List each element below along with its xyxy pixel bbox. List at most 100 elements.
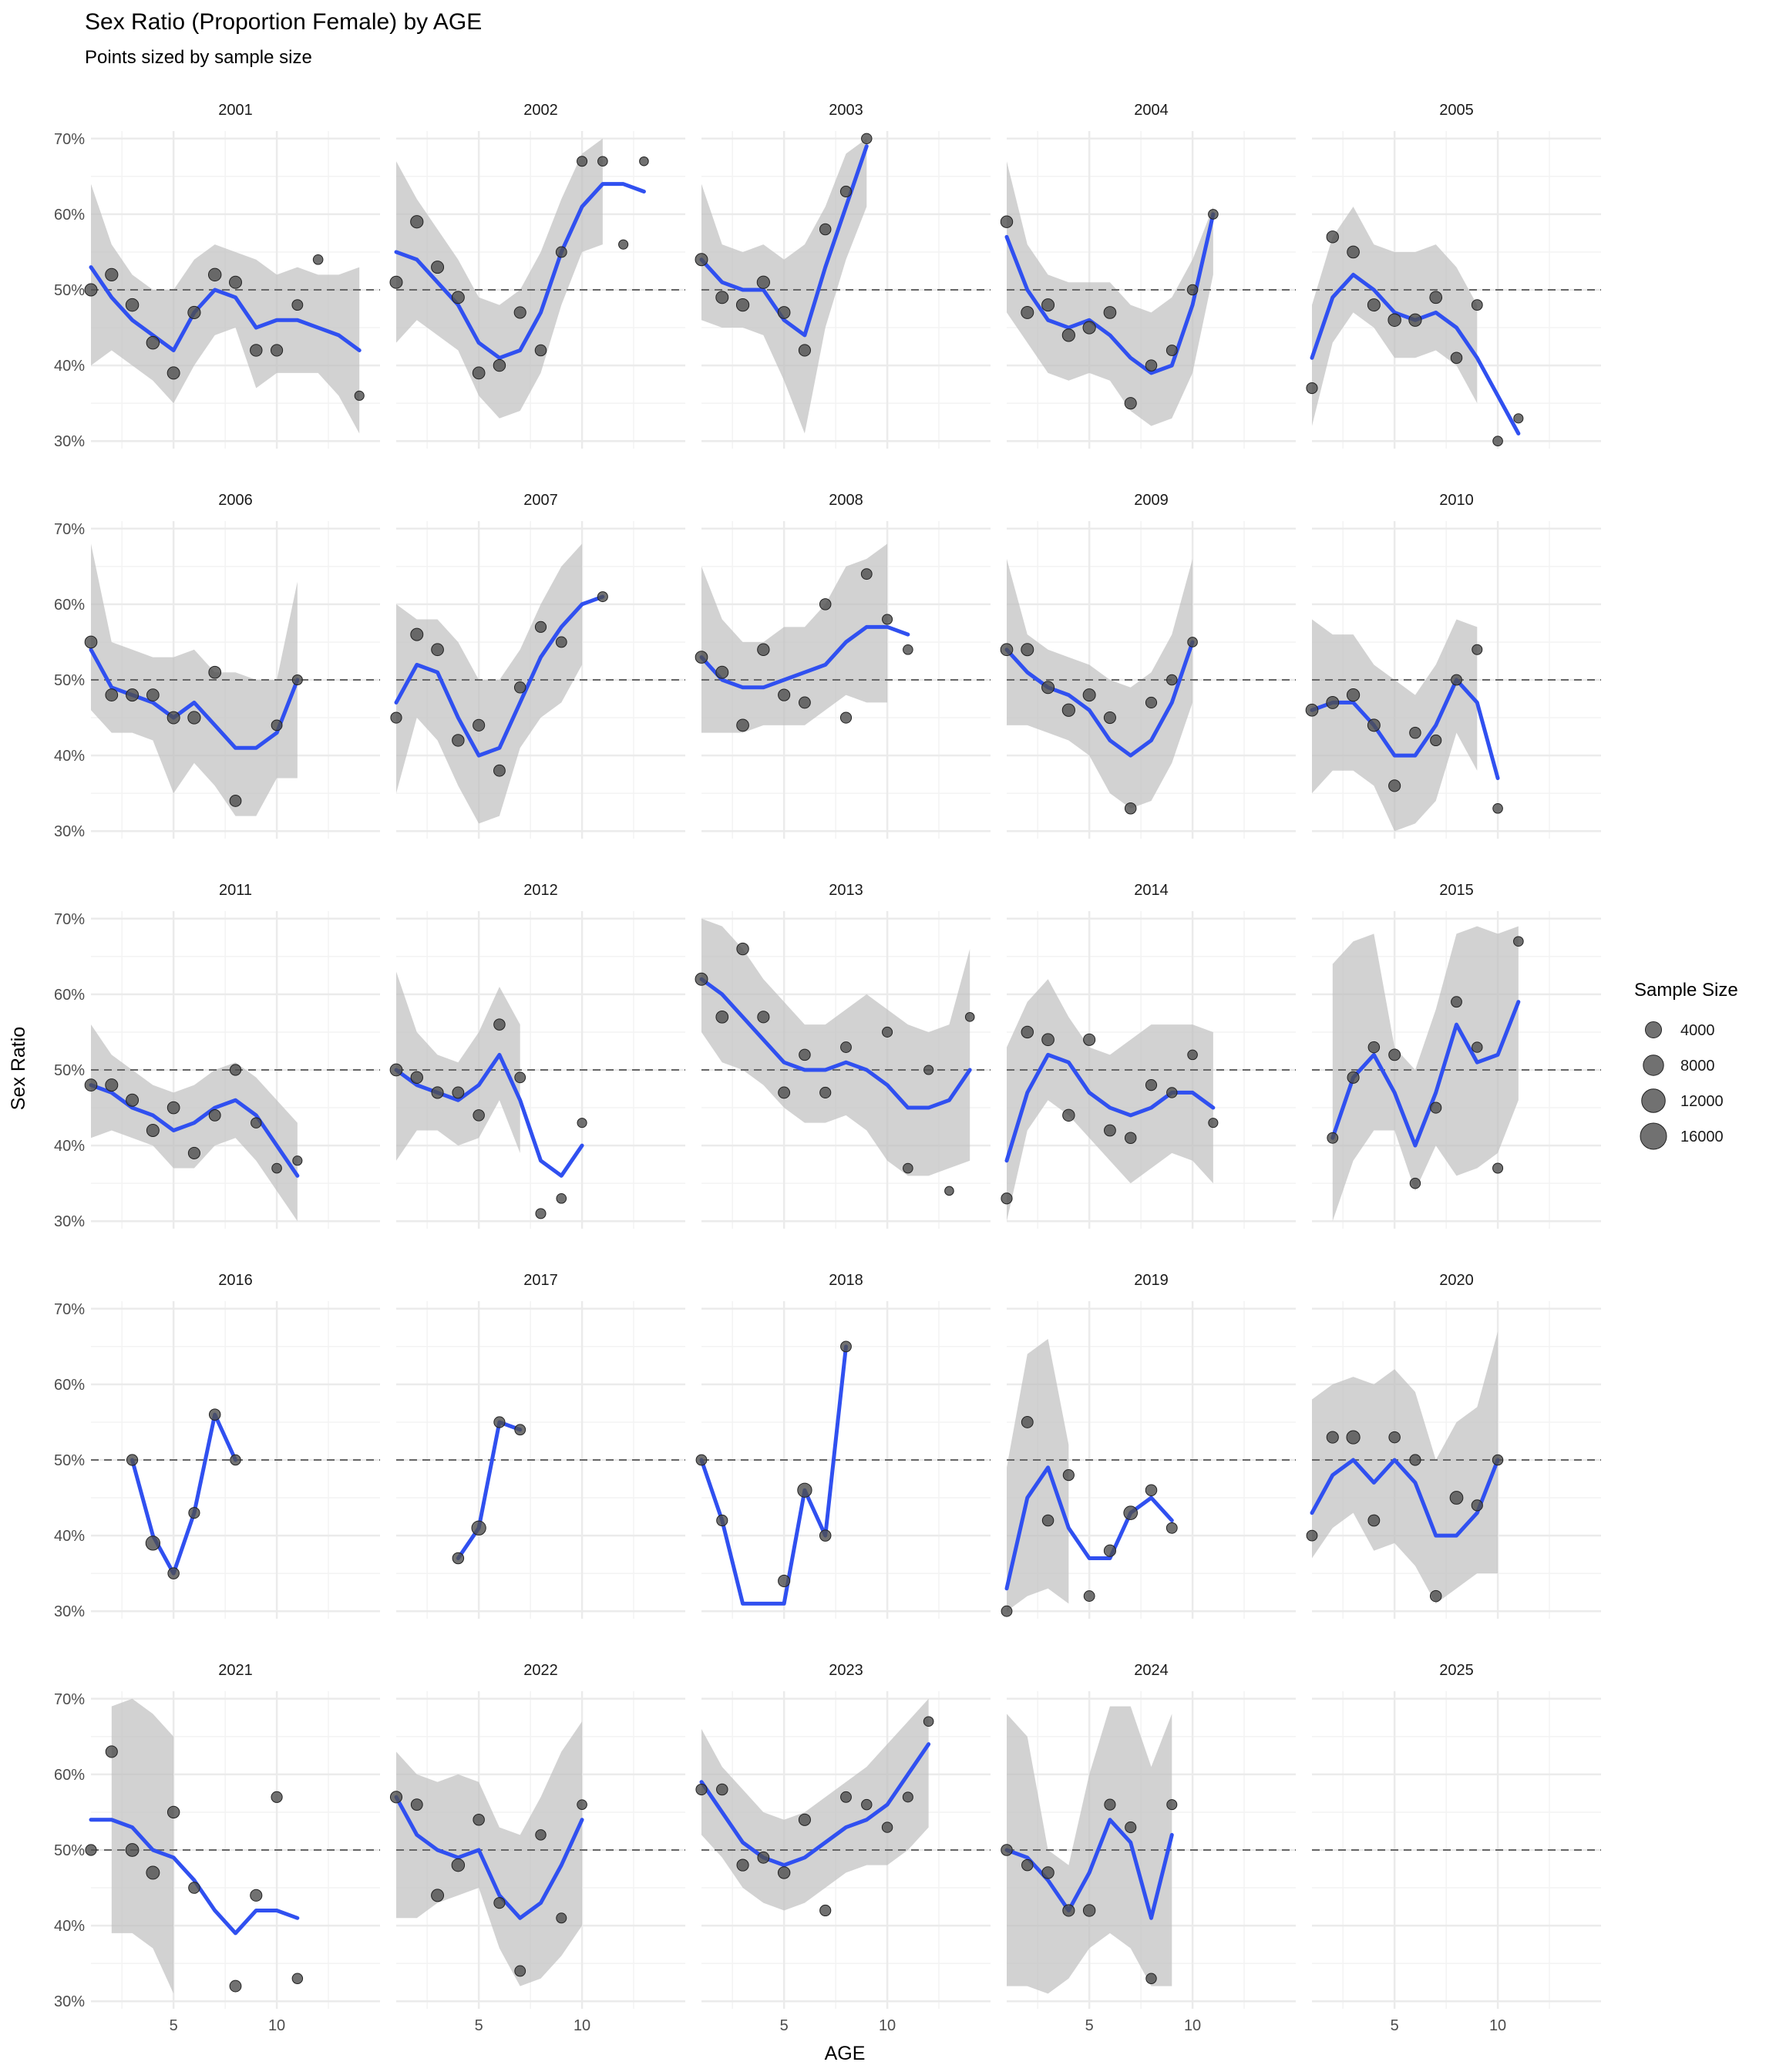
facet-panel-2007: 2007 (390, 492, 685, 839)
legend-key-point (1640, 1122, 1667, 1150)
confidence-band (1312, 619, 1478, 832)
data-point (410, 627, 424, 641)
data-point (534, 344, 547, 357)
data-point (105, 688, 119, 701)
x-tick-label: 10 (1184, 2017, 1201, 2034)
data-point (1001, 1192, 1013, 1205)
data-point (493, 764, 506, 777)
data-point (473, 1814, 485, 1826)
y-tick-label: 70% (54, 911, 85, 928)
data-point (187, 305, 201, 320)
data-point (1062, 1904, 1075, 1917)
smooth-line (89, 648, 300, 750)
facet-panel-2023: 2023 5 10 (695, 1662, 991, 2034)
data-point (1041, 298, 1055, 312)
y-tick-label: 40% (54, 748, 85, 765)
y-tick-label: 30% (54, 433, 85, 450)
data-point (126, 1454, 139, 1466)
data-point (1103, 711, 1116, 725)
data-point (1187, 637, 1198, 648)
data-point (1021, 643, 1034, 657)
y-tick-label: 60% (54, 987, 85, 1004)
data-point (410, 1798, 423, 1811)
data-point (1187, 1049, 1198, 1061)
data-point (451, 1858, 466, 1872)
smooth-line (394, 1794, 584, 1920)
legend-entry-label: 4000 (1680, 1022, 1715, 1039)
data-point (187, 711, 201, 725)
data-point (639, 156, 649, 166)
y-tick-label: 60% (54, 1377, 85, 1394)
data-point (514, 1071, 526, 1084)
data-point (839, 185, 853, 198)
data-point (923, 1716, 934, 1727)
data-point (1166, 1087, 1178, 1098)
facet-strip-label: 2018 (829, 1272, 863, 1289)
confidence-band (396, 971, 520, 1161)
facet-panel-2024: 2024 5 10 (1001, 1662, 1296, 2034)
y-tick-label: 70% (54, 521, 85, 538)
facet-strip-label: 2004 (1134, 102, 1169, 119)
smooth-line (699, 624, 910, 690)
data-point (452, 1552, 465, 1565)
confidence-band (701, 543, 888, 733)
data-point (903, 644, 913, 655)
data-point (1451, 674, 1462, 686)
data-point (923, 1065, 934, 1075)
data-point (1327, 1132, 1339, 1144)
x-tick-label: 10 (879, 2017, 896, 2034)
data-point (860, 568, 873, 580)
data-point (513, 306, 526, 319)
legend-key-point (1643, 1054, 1664, 1076)
data-point (1513, 936, 1524, 947)
smooth-line (699, 977, 972, 1110)
smooth-line (1004, 1465, 1174, 1591)
legend: Sample Size 4000 8000 12000 16000 (1634, 980, 1738, 1150)
data-point (819, 1529, 832, 1542)
facet-strip-label: 2009 (1134, 492, 1169, 509)
data-point (777, 1866, 791, 1879)
data-point (291, 674, 303, 686)
data-point (1166, 1522, 1178, 1534)
data-point (861, 1798, 873, 1811)
y-tick-label: 30% (54, 1603, 85, 1620)
data-point (1021, 1025, 1034, 1039)
data-point (716, 1514, 728, 1527)
data-point (861, 133, 873, 145)
data-point (251, 1117, 262, 1128)
data-point (1408, 313, 1422, 327)
data-point (514, 1424, 526, 1436)
smooth-line (699, 1742, 931, 1868)
data-point (229, 1980, 242, 1993)
data-point (535, 1829, 547, 1841)
data-point (126, 688, 140, 702)
data-point (1001, 1605, 1013, 1617)
data-point (1347, 245, 1360, 259)
data-point (903, 1162, 913, 1174)
data-point (819, 1086, 832, 1099)
data-point (757, 643, 770, 656)
data-point (1082, 688, 1096, 702)
facet-panel-2014: 2014 (1001, 882, 1296, 1229)
y-tick-label: 40% (54, 1138, 85, 1155)
data-point (1145, 359, 1158, 372)
data-point (166, 1805, 180, 1819)
facet-panels: 2001 30% 40% 50% 60% 70% 2002 2003 2004 2005 2006 3… (54, 102, 1601, 2034)
facet-strip-label: 2020 (1439, 1272, 1474, 1289)
data-point (1492, 1454, 1504, 1466)
data-point (1429, 291, 1443, 304)
facet-panel-2012: 2012 (389, 882, 685, 1229)
data-point (389, 275, 403, 289)
data-point (1083, 1033, 1096, 1046)
data-point (902, 1791, 913, 1803)
data-point (819, 1904, 832, 1917)
data-point (207, 267, 222, 282)
y-tick-label: 30% (54, 823, 85, 840)
data-point (1471, 1499, 1483, 1512)
confidence-band (701, 1698, 929, 1911)
facet-panel-2001: 2001 30% 40% 50% 60% 70% (54, 102, 380, 450)
data-point (1513, 413, 1524, 424)
facet-panel-2004: 2004 (1000, 102, 1296, 449)
facet-panel-2022: 2022 5 10 (389, 1662, 685, 2034)
data-point (1367, 1041, 1381, 1054)
